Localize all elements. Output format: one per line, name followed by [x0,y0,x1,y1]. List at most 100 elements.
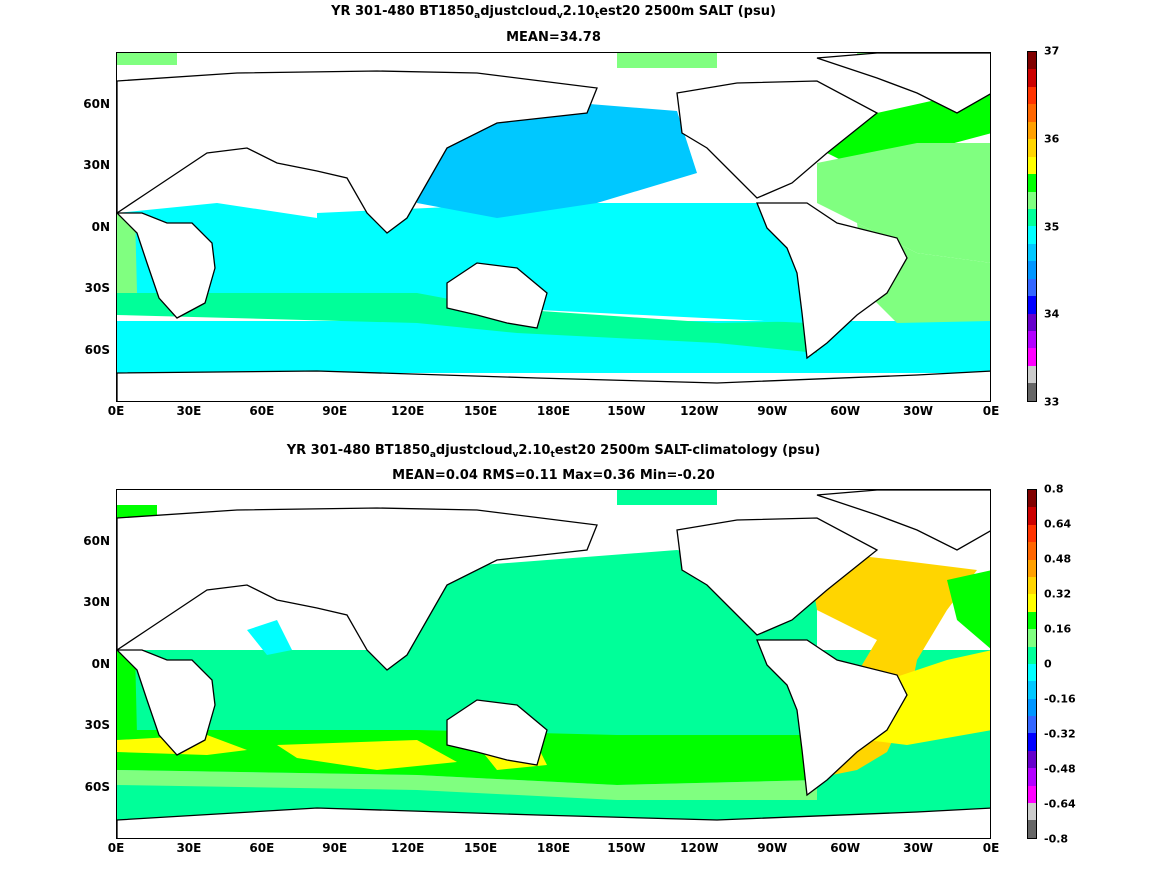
colorbar-segment [1028,243,1036,262]
colorbar-segment [1028,646,1036,664]
x-tick-label: 150E [463,841,498,855]
colorbar-label: 0.32 [1044,587,1072,601]
y-tick-label: 0N [91,657,110,671]
colorbar-segment [1028,313,1036,331]
x-tick-label: 120W [680,841,719,855]
x-tick-label: 150E [463,404,498,418]
colorbar-segment [1028,716,1036,734]
colorbar-segment [1028,52,1036,70]
y-tick-label: 60S [84,780,110,794]
x-tick-label: 120W [680,404,719,418]
colorbar-label: -0.32 [1044,727,1076,741]
colorbar [1027,489,1037,839]
colorbar-label: 35 [1044,220,1060,233]
colorbar-label: 0.64 [1044,517,1072,531]
colorbar-segment [1028,191,1036,209]
colorbar-segment [1028,820,1036,838]
colorbar-segment [1028,69,1036,87]
x-tick-label: 30W [903,404,934,418]
x-tick-label: 0E [982,841,1000,855]
x-tick-label: 150W [607,404,646,418]
colorbar-segment [1028,750,1036,769]
panel1-salinity-map [116,52,991,402]
panel1-title: YR 301-480 BT1850adjustcloudv2.10test20 … [331,4,776,21]
panel2-title: YR 301-480 BT1850adjustcloudv2.10test20 … [286,443,821,460]
colorbar-segment [1028,785,1036,804]
colorbar-label: -0.8 [1044,832,1069,846]
x-tick-label: 0E [107,841,125,855]
colorbar-segment [1028,576,1036,595]
colorbar-label: 0.16 [1044,622,1072,636]
colorbar-segment [1028,629,1036,647]
x-tick-label: 120E [391,841,425,855]
x-tick-label: 30E [176,841,202,855]
x-tick-label: 90W [757,404,788,418]
colorbar-segment [1028,104,1036,122]
colorbar-segment [1028,490,1036,508]
colorbar-label: 0.48 [1044,552,1072,566]
colorbar-label: 0 [1044,657,1052,671]
colorbar-label: -0.16 [1044,692,1076,706]
colorbar-segment [1028,278,1036,297]
colorbar-segment [1028,733,1036,751]
colorbar-segment [1028,698,1036,717]
y-tick-label: 60N [83,97,110,111]
colorbar-segment [1028,803,1036,821]
colorbar [1027,51,1037,402]
y-tick-label: 30N [83,158,110,172]
colorbar-label: -0.48 [1044,762,1076,776]
colorbar-segment [1028,121,1036,140]
panel2-stats: MEAN=0.04 RMS=0.11 Max=0.36 Min=-0.20 [392,468,715,483]
y-tick-label: 30N [83,595,110,609]
colorbar-segment [1028,383,1036,401]
y-tick-label: 60S [84,343,110,357]
colorbar-segment [1028,559,1036,577]
x-tick-label: 30E [176,404,202,418]
colorbar-label: 34 [1044,307,1060,321]
colorbar-segment [1028,226,1036,244]
panel1-stats: MEAN=34.78 [506,30,601,45]
x-tick-label: 90E [322,404,348,418]
colorbar-segment [1028,594,1036,612]
colorbar-segment [1028,365,1036,384]
colorbar-segment [1028,524,1036,543]
x-tick-label: 60W [830,841,861,855]
x-tick-label: 180E [536,841,571,855]
colorbar-segment [1028,681,1036,699]
colorbar-segment [1028,768,1036,786]
x-tick-label: 60E [249,404,275,418]
colorbar-segment [1028,611,1036,630]
x-tick-label: 0E [982,404,1000,418]
colorbar-segment [1028,261,1036,279]
x-tick-label: 120E [391,404,425,418]
x-tick-label: 30W [903,841,934,855]
colorbar-segment [1028,208,1036,227]
colorbar-segment [1028,296,1036,314]
colorbar-segment [1028,507,1036,525]
colorbar-label: 37 [1044,44,1060,58]
colorbar-label: 0.8 [1044,482,1064,496]
colorbar-label: 33 [1044,395,1060,409]
colorbar-segment [1028,331,1036,349]
x-tick-label: 90W [757,841,788,855]
colorbar-label: 36 [1044,132,1060,146]
colorbar-segment [1028,86,1036,105]
colorbar-segment [1028,174,1036,192]
x-tick-label: 180E [536,404,571,418]
y-tick-label: 30S [84,718,110,732]
x-tick-label: 0E [107,404,125,418]
panel2-anomaly-map [116,489,991,839]
y-tick-label: 0N [91,220,110,234]
x-tick-label: 90E [322,841,348,855]
colorbar-segment [1028,156,1036,175]
colorbar-segment [1028,139,1036,157]
y-tick-label: 30S [84,281,110,295]
x-tick-label: 60E [249,841,275,855]
colorbar-segment [1028,663,1036,682]
y-tick-label: 60N [83,534,110,548]
colorbar-segment [1028,348,1036,366]
colorbar-label: -0.64 [1044,797,1076,811]
x-tick-label: 60W [830,404,861,418]
x-tick-label: 150W [607,841,646,855]
colorbar-segment [1028,542,1036,560]
